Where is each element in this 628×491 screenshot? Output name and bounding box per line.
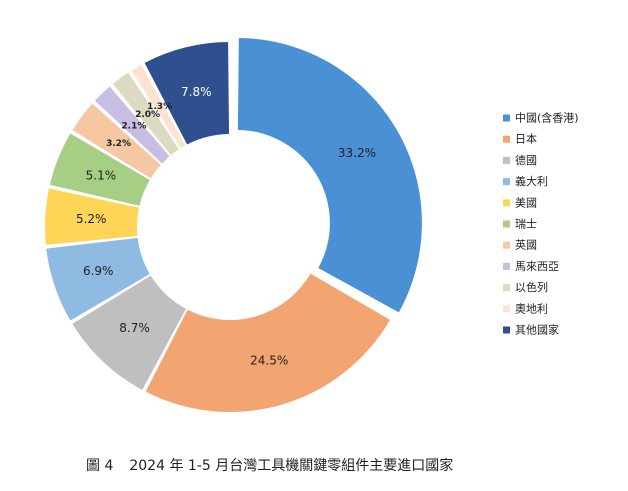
figure-title: 2024 年 1-5 月台灣工具機關鍵零組件主要進口國家 [129, 458, 454, 474]
data-label-義大利: 6.9% [83, 264, 114, 278]
data-labels-group: 33.2% 24.5% 8.7% 6.9% 5.2% 5.1% 3.2% 2.1% 2.0%1.… [76, 85, 376, 367]
data-label-美國: 5.2% [76, 212, 107, 226]
legend-swatch-德國 [503, 156, 510, 164]
slice-義大利 [46, 237, 150, 321]
slice-奧地利 [131, 64, 186, 149]
legend-swatch-英國 [503, 241, 510, 249]
figure-number: 圖 4 [86, 458, 114, 474]
slice-美國 [44, 188, 140, 245]
legend-label-美國: 美國 [515, 196, 537, 209]
data-label-日本: 24.5% [250, 353, 288, 367]
legend-label-中國含香港: 中國(含香港) [515, 111, 579, 125]
legend-label-日本: 日本 [515, 132, 537, 146]
slice-以色列 [112, 72, 179, 156]
figure-caption: 圖 4 2024 年 1-5 月台灣工具機關鍵零組件主要進口國家 [86, 455, 453, 475]
legend-label-德國: 德國 [515, 153, 537, 167]
slice-中國含香港 [237, 37, 422, 313]
legend-swatch-瑞士 [503, 220, 510, 228]
slice-其他國家 [144, 42, 230, 145]
data-label-奧地利: 1.3% [147, 102, 172, 112]
legend-label-瑞士: 瑞士 [515, 217, 537, 231]
slice-瑞士 [49, 133, 150, 206]
data-label-英國: 3.2% [106, 139, 131, 149]
slice-馬來西亞 [94, 86, 170, 164]
data-label-以色列: 2.0% [135, 110, 160, 120]
legend-swatch-以色列 [503, 284, 510, 292]
legend-label-義大利: 義大利 [515, 174, 548, 188]
data-label-德國: 8.7% [119, 321, 150, 335]
data-label-馬來西亞: 2.1% [121, 122, 146, 132]
slice-德國 [72, 275, 186, 390]
legend-swatch-中國含香港 [503, 114, 510, 122]
legend-label-奧地利: 奧地利 [515, 302, 548, 315]
slices-group [44, 37, 422, 413]
legend-label-英國: 英國 [515, 238, 537, 252]
data-label-中國含香港: 33.2% [338, 146, 376, 160]
data-label-其他國家: 7.8% [181, 85, 212, 99]
legend-swatch-日本 [503, 135, 510, 143]
data-label-瑞士: 5.1% [86, 168, 117, 182]
legend-label-馬來西亞: 馬來西亞 [515, 260, 559, 273]
legend-swatch-義大利 [503, 178, 510, 186]
legend-label-其他國家: 其他國家 [515, 323, 559, 337]
legend-swatch-馬來西亞 [503, 262, 510, 270]
slice-日本 [145, 273, 391, 413]
legend-swatch-奧地利 [503, 305, 510, 313]
legend-label-以色列: 以色列 [515, 280, 548, 294]
legend-swatch-美國 [503, 199, 510, 207]
legend-swatch-其他國家 [503, 326, 510, 334]
slice-英國 [72, 103, 161, 179]
